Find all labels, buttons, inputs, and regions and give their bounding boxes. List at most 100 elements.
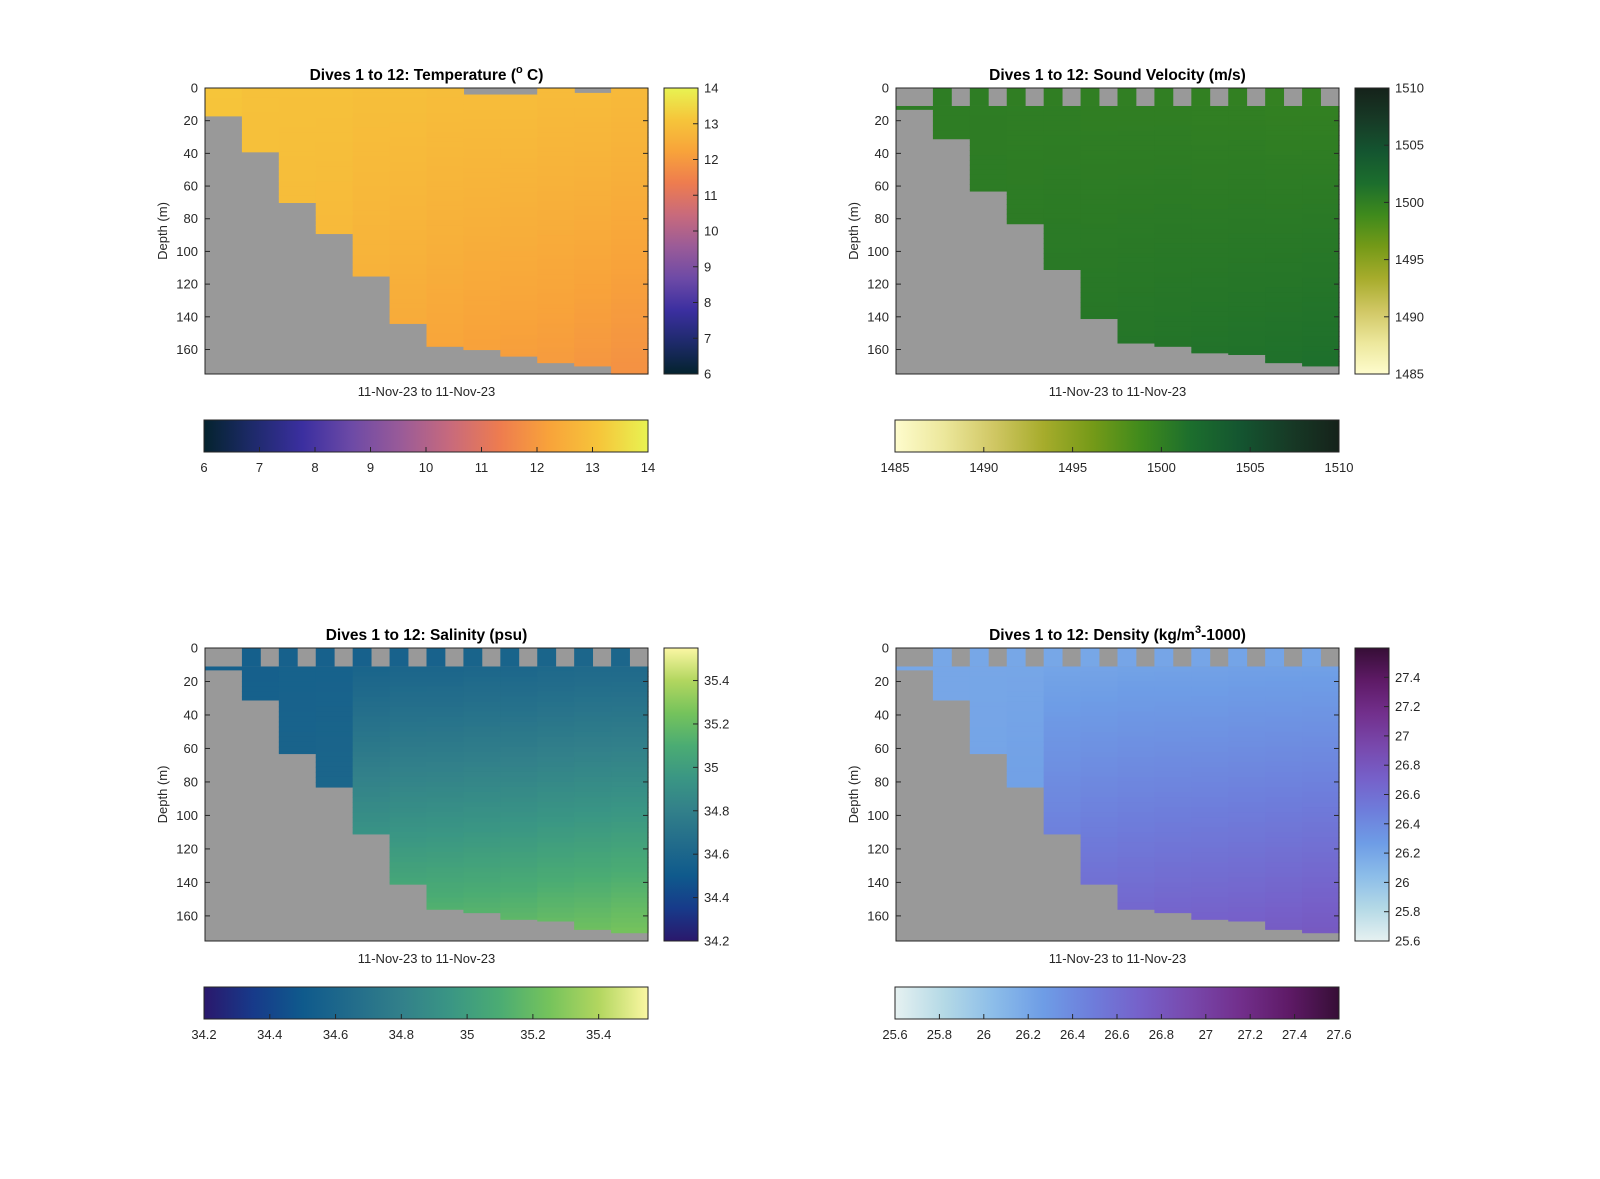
data-cell xyxy=(389,691,428,698)
data-cell xyxy=(1080,746,1119,753)
data-cell xyxy=(1228,174,1266,181)
data-cell xyxy=(500,99,538,105)
data-cell xyxy=(1191,761,1229,768)
data-cell xyxy=(352,812,391,818)
data-cell xyxy=(1080,648,1100,667)
data-cell xyxy=(537,357,575,364)
data-cell xyxy=(1228,721,1266,728)
data-cell xyxy=(278,666,317,673)
colorbar-tick-label: 1510 xyxy=(1325,460,1354,475)
data-cell xyxy=(1265,105,1303,112)
data-cell xyxy=(1006,726,1045,733)
data-cell xyxy=(389,736,428,743)
data-cell xyxy=(1265,336,1303,342)
data-cell xyxy=(1228,852,1266,858)
data-cell xyxy=(1154,238,1192,244)
surface-gap-cell xyxy=(1062,648,1081,667)
data-cell xyxy=(426,776,465,783)
data-cell xyxy=(1117,199,1156,205)
data-cell xyxy=(537,807,575,813)
data-cell xyxy=(1228,326,1266,333)
data-cell xyxy=(1043,827,1082,833)
x-axis-label: 11-Nov-23 to 11-Nov-23 xyxy=(1049,384,1187,399)
data-cell xyxy=(537,706,575,713)
data-cell xyxy=(932,691,971,698)
data-cell xyxy=(389,249,428,256)
data-cell xyxy=(352,141,391,148)
data-cell xyxy=(1117,155,1156,161)
surface-gap-cell xyxy=(408,648,427,667)
data-cell xyxy=(1006,756,1045,763)
data-cell xyxy=(1154,847,1192,853)
data-cell xyxy=(1191,282,1229,288)
data-cell xyxy=(463,153,501,159)
data-cell xyxy=(426,842,465,848)
colorbar-tick-label: 26.6 xyxy=(1104,1027,1129,1042)
data-cell xyxy=(1265,751,1303,758)
data-cell xyxy=(389,837,428,843)
data-cell xyxy=(1302,686,1340,693)
data-cell xyxy=(1191,204,1229,210)
data-cell xyxy=(574,210,612,217)
y-tick-label: 140 xyxy=(176,309,198,324)
data-cell xyxy=(969,130,1008,136)
data-cell xyxy=(315,648,335,667)
data-cell xyxy=(1080,786,1119,793)
data-cell xyxy=(426,338,465,344)
colorbar-tick-label: 26.6 xyxy=(1395,787,1420,802)
data-cell xyxy=(1117,120,1156,127)
data-cell xyxy=(352,132,391,138)
data-cell xyxy=(1043,115,1082,122)
data-cell xyxy=(1154,822,1192,828)
plot-axes-box xyxy=(895,87,1340,375)
data-cell xyxy=(426,797,465,803)
colorbar-tick-label: 35.4 xyxy=(704,673,729,688)
data-cell xyxy=(1191,257,1229,264)
data-cell xyxy=(537,151,575,158)
data-cell xyxy=(1265,297,1303,303)
data-cell xyxy=(500,217,538,223)
data-cell xyxy=(1302,306,1340,313)
data-cell xyxy=(463,671,501,678)
surface-gap-cell xyxy=(1283,648,1303,667)
data-cell xyxy=(1265,257,1303,264)
data-cell xyxy=(611,716,649,723)
data-cell xyxy=(611,711,649,718)
data-cell xyxy=(1228,731,1266,738)
data-cell xyxy=(1228,907,1266,914)
data-cell xyxy=(1154,676,1192,683)
data-cell xyxy=(1080,140,1119,146)
data-cell xyxy=(500,832,538,838)
data-cell xyxy=(537,741,575,748)
data-cell xyxy=(611,156,649,163)
data-cell xyxy=(1265,189,1303,195)
chart-title-text: C) xyxy=(523,67,544,84)
data-cell xyxy=(389,802,428,808)
data-cell xyxy=(278,706,317,713)
data-cell xyxy=(1154,731,1192,738)
data-cell xyxy=(426,877,465,883)
data-cell xyxy=(1191,706,1229,713)
data-cell xyxy=(969,686,1008,693)
y-tick-label: 120 xyxy=(176,277,198,292)
data-cell xyxy=(426,847,465,853)
data-cell xyxy=(500,877,538,883)
data-cell xyxy=(1006,706,1045,713)
data-cell xyxy=(932,88,952,106)
data-cell xyxy=(315,731,354,738)
data-cell xyxy=(1043,771,1082,778)
data-cell xyxy=(241,146,280,153)
data-cell xyxy=(1302,199,1340,205)
data-cell xyxy=(1228,140,1266,146)
data-cell xyxy=(1006,88,1026,106)
data-cell xyxy=(611,897,649,904)
data-cell xyxy=(1265,233,1303,239)
data-cell xyxy=(1006,691,1045,698)
data-cell xyxy=(537,802,575,808)
data-cell xyxy=(1265,892,1303,899)
data-cell xyxy=(389,766,428,773)
data-cell xyxy=(500,266,538,272)
data-cell xyxy=(1117,897,1156,904)
data-cell xyxy=(1228,336,1266,342)
data-cell xyxy=(969,746,1008,753)
